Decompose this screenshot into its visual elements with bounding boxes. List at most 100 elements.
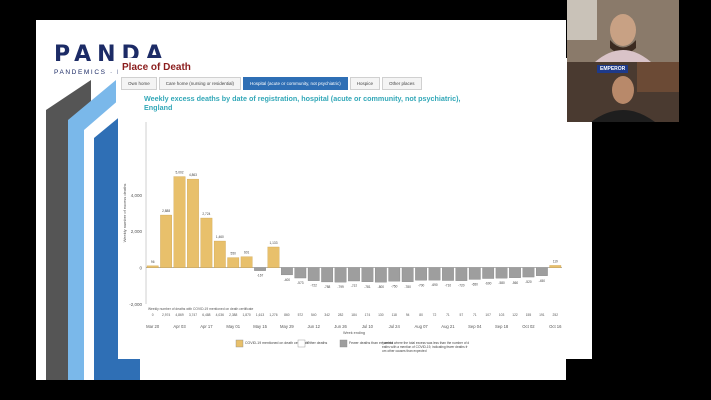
bar-fewer: [321, 267, 334, 283]
tab-1[interactable]: Care home (nursing or residential): [158, 77, 242, 90]
chart-title: Weekly excess deaths by date of registra…: [144, 94, 461, 112]
x-axis-label: Week ending: [343, 331, 365, 335]
bar-data-label: 96: [151, 260, 155, 264]
place-of-death-panel: Place of Death Own home Care home (nursin…: [118, 58, 592, 359]
y-tick-label: -2,000: [129, 302, 142, 307]
legend-swatch: [235, 339, 244, 348]
bar-fewer: [428, 267, 441, 281]
bar-excess: [160, 214, 172, 268]
bar-data-label: -573: [297, 281, 304, 285]
bar-data-label: 4,863: [189, 173, 197, 177]
legend-label: COVID-19 mentioned on death certificate: [245, 341, 309, 345]
covid-count-label: 1,276: [269, 313, 277, 317]
bar-fewer: [415, 267, 427, 281]
x-tick-label: Apr 03: [173, 324, 186, 329]
legend-label: Fewer deaths than expected: [349, 341, 393, 345]
covid-count-label: 1,870: [243, 313, 251, 317]
legend-note-cont: eaths with a mention of COVID-19, indica…: [382, 345, 469, 349]
covid-count-label: 57: [460, 313, 464, 317]
bar-fewer: [361, 267, 374, 282]
covid-count-label: 103: [499, 313, 505, 317]
covid-count-label: 122: [512, 313, 518, 317]
bar-excess: [146, 265, 159, 268]
bar-data-label: -750: [391, 284, 398, 288]
x-tick-label: Sep 04: [468, 324, 482, 329]
bar-data-label: -710: [445, 284, 452, 288]
bar-data-label: 5,002: [176, 171, 184, 175]
bar-fewer: [281, 267, 293, 276]
covid-count-label: 71: [446, 313, 450, 317]
bar-data-label: 550: [231, 252, 237, 256]
bar-data-label: -800: [378, 285, 385, 289]
y-tick-label: 2,000: [131, 229, 143, 234]
covid-count-label: 155: [526, 313, 532, 317]
bar-data-label: 2,724: [202, 212, 210, 216]
tab-4[interactable]: Other places: [382, 77, 422, 90]
bar-data-label: -400: [284, 278, 291, 282]
x-tick-label: Jun 12: [307, 324, 320, 329]
covid-count-label: 0: [152, 313, 154, 317]
bar-excess: [173, 176, 186, 268]
bar-fewer: [509, 267, 521, 278]
bar-data-label: -700: [418, 283, 425, 287]
bar-data-label: -799: [337, 285, 344, 289]
panel-title: Place of Death: [122, 62, 191, 73]
covid-count-label: 342: [324, 313, 330, 317]
bar-fewer: [388, 267, 401, 282]
x-tick-label: Aug 07: [414, 324, 428, 329]
bar-fewer: [442, 267, 454, 281]
bar-data-label: -780: [404, 285, 411, 289]
x-tick-label: Jul 10: [362, 324, 374, 329]
covid-count-label: 80: [419, 313, 423, 317]
video-participant-top[interactable]: [567, 0, 679, 62]
covid-count-label: 860: [284, 313, 290, 317]
bar-fewer: [401, 267, 414, 282]
x-tick-label: May 15: [253, 324, 267, 329]
covid-count-label: 4,036: [216, 313, 224, 317]
participant-portrait-top: [567, 0, 679, 62]
x-tick-label: Sep 18: [495, 324, 509, 329]
bar-fewer: [374, 267, 387, 283]
bar-data-label: 2,888: [162, 209, 170, 213]
place-tabs: Own home Care home (nursing or residentia…: [121, 77, 424, 90]
covid-count-label: 252: [553, 313, 559, 317]
bar-data-label: -690: [431, 283, 438, 287]
bar-fewer: [522, 267, 535, 278]
x-tick-label: Oct 02: [522, 324, 535, 329]
covid-count-label: 184: [351, 313, 357, 317]
covid-count-label: 6,488: [202, 313, 210, 317]
y-tick-label: 0: [139, 266, 142, 271]
bar-fewer: [468, 267, 481, 280]
bar-excess: [213, 240, 226, 268]
covid-count-label: 191: [539, 313, 545, 317]
bar-data-label: -720: [458, 284, 465, 288]
bar-fewer: [455, 267, 468, 281]
bar-data-label: 1,133: [269, 241, 277, 245]
covid-count-label: 282: [338, 313, 344, 317]
video-participant-bottom[interactable]: EMPEROR: [567, 62, 679, 122]
bar-data-label: -722: [311, 284, 318, 288]
bar-fewer: [307, 267, 320, 281]
tab-3[interactable]: Hospice: [349, 77, 381, 90]
bar-fewer: [536, 267, 548, 276]
covid-row-label: Weekly number of deaths with COVID-19 me…: [148, 307, 253, 311]
covid-count-label: 71: [473, 313, 477, 317]
legend-note-cont: om other causes than expected: [382, 349, 427, 353]
covid-count-label: 572: [298, 313, 304, 317]
bar-fewer: [348, 267, 360, 282]
bar-data-label: 601: [244, 251, 250, 255]
legend-label: Other deaths: [307, 341, 327, 345]
x-tick-label: Jun 26: [334, 324, 347, 329]
legend-swatch: [339, 339, 348, 348]
tab-0[interactable]: Own home: [121, 77, 157, 90]
legend-note: * weeks where the total excess was less …: [382, 341, 469, 345]
bar-data-label: -450: [539, 279, 546, 283]
bar-excess: [200, 217, 213, 268]
bar-data-label: -560: [512, 281, 519, 285]
bar-fewer: [294, 267, 307, 279]
x-tick-label: Jul 24: [389, 324, 401, 329]
x-tick-label: May 29: [280, 324, 294, 329]
tab-2[interactable]: Hospital (acute or community, not psychi…: [243, 77, 348, 90]
y-tick-label: 4,000: [131, 193, 143, 198]
bar-fewer: [495, 267, 508, 279]
